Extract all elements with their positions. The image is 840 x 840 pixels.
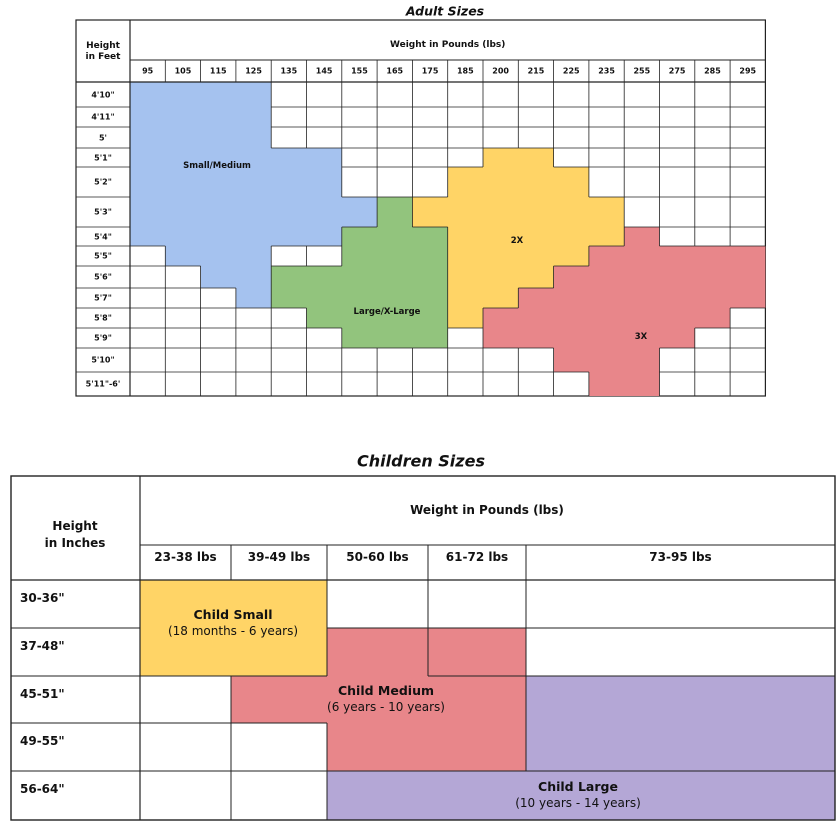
height-header-label: in Feet bbox=[85, 52, 121, 62]
height-row-label: 5'3" bbox=[94, 207, 112, 217]
height-header-label: in Inches bbox=[44, 536, 106, 550]
weight-column-label: 275 bbox=[668, 66, 686, 76]
height-row-label: 5'1" bbox=[94, 153, 112, 162]
height-row-label: 37-48" bbox=[20, 639, 65, 653]
zone-cell-L bbox=[341, 227, 448, 246]
zone-cell-S bbox=[130, 227, 342, 246]
child-medium-label: Child Medium (6 years - 10 years) bbox=[327, 682, 445, 716]
child-large-label: Child Large (10 years - 14 years) bbox=[515, 778, 641, 812]
zone-cell-X bbox=[412, 197, 625, 227]
weight-column-label: 285 bbox=[704, 66, 721, 76]
zone-age-range: (18 months - 6 years) bbox=[167, 624, 299, 638]
zone-cell-X bbox=[447, 246, 589, 266]
zone-cell-T bbox=[588, 372, 660, 396]
height-row-label: 5'5" bbox=[94, 251, 112, 261]
weight-column-label: 39-49 lbs bbox=[247, 550, 311, 564]
zone-cell-T bbox=[553, 348, 660, 372]
zone-cell-T bbox=[624, 227, 660, 246]
zone-cell-T bbox=[588, 246, 766, 266]
zone-cell-X bbox=[447, 167, 589, 197]
weight-column-label: 125 bbox=[245, 66, 262, 76]
zone-cell-T bbox=[483, 328, 695, 348]
height-row-label: 4'10" bbox=[91, 90, 115, 99]
height-row-label: 5'6" bbox=[94, 272, 112, 282]
zone-cell-T bbox=[483, 308, 731, 328]
weight-column-label: 200 bbox=[492, 66, 509, 76]
zone-cell-T bbox=[553, 266, 766, 288]
height-row-label: 49-55" bbox=[20, 734, 65, 748]
weight-column-label: 73-95 lbs bbox=[649, 550, 712, 564]
weight-column-label: 50-60 lbs bbox=[346, 550, 409, 564]
weight-column-label: 23-38 lbs bbox=[154, 550, 217, 564]
weight-column-label: 105 bbox=[174, 66, 192, 76]
children-sizes-title: Children Sizes bbox=[357, 451, 485, 471]
zone-name: Child Small bbox=[193, 607, 273, 622]
adult-sizes-title: Adult Sizes bbox=[405, 3, 485, 19]
zone-cell-X bbox=[447, 266, 554, 288]
height-row-label: 5'10" bbox=[91, 355, 115, 365]
zone-name: Child Large bbox=[538, 779, 618, 794]
weight-column-label: 145 bbox=[315, 66, 333, 76]
zone-age-range: (10 years - 14 years) bbox=[515, 796, 641, 810]
weight-column-label: 155 bbox=[351, 66, 368, 76]
weight-column-label: 235 bbox=[598, 66, 615, 76]
weight-column-label: 61-72 lbs bbox=[445, 550, 509, 564]
zone-cell-X bbox=[447, 308, 483, 328]
weight-column-label: 175 bbox=[421, 66, 439, 76]
zone-cell-X bbox=[447, 288, 519, 308]
weight-column-label: 225 bbox=[562, 66, 580, 76]
zone-label-large-xlarge: Large/X-Large bbox=[353, 307, 421, 317]
height-row-label: 5'8" bbox=[94, 313, 112, 323]
zone-cell-S bbox=[130, 127, 272, 148]
zone-cell-S bbox=[130, 148, 342, 167]
height-row-label: 5'2" bbox=[94, 177, 112, 187]
zone-cell-L bbox=[341, 246, 448, 266]
zone-cell-S bbox=[165, 246, 272, 266]
height-header-label: Height bbox=[52, 519, 98, 533]
child-small-label: Child Small (18 months - 6 years) bbox=[168, 606, 298, 640]
zone-cell-T bbox=[518, 288, 766, 308]
weight-column-label: 95 bbox=[142, 66, 154, 76]
height-row-label: 5'9" bbox=[94, 333, 112, 343]
zone-cell-S bbox=[130, 107, 272, 127]
zone-label-3x: 3X bbox=[634, 332, 648, 342]
height-row-label: 30-36" bbox=[20, 591, 65, 605]
zone-label-small-medium: Small/Medium bbox=[183, 161, 251, 171]
height-header-label: Height bbox=[86, 41, 120, 51]
weight-header-label: Weight in Pounds (lbs) bbox=[390, 40, 506, 50]
height-row-label: 5'11"-6' bbox=[85, 379, 121, 389]
height-row-label: 5' bbox=[98, 133, 108, 142]
weight-column-label: 215 bbox=[527, 66, 545, 76]
zone-cell-S bbox=[130, 167, 342, 197]
height-row-label: 5'4" bbox=[94, 232, 112, 241]
height-row-label: 5'7" bbox=[94, 293, 112, 303]
zone-cell-L bbox=[306, 308, 448, 328]
weight-column-label: 295 bbox=[739, 66, 757, 76]
zone-cell-S bbox=[200, 266, 272, 288]
weight-column-label: 255 bbox=[633, 66, 651, 76]
zone-cell-X bbox=[483, 148, 554, 167]
zone-cell-S bbox=[235, 288, 272, 308]
weight-column-label: 165 bbox=[386, 66, 404, 76]
weight-column-label: 135 bbox=[280, 66, 298, 76]
height-row-label: 45-51" bbox=[20, 687, 65, 701]
zone-cell-S bbox=[130, 197, 378, 227]
zone-cell-S bbox=[130, 82, 272, 107]
zone-cell-L bbox=[271, 288, 448, 308]
zone-label-2x: 2X bbox=[510, 236, 524, 246]
height-row-label: 4'11" bbox=[91, 112, 115, 122]
zone-cell-X bbox=[447, 227, 625, 246]
weight-column-label: 185 bbox=[456, 66, 474, 76]
weight-header-label: Weight in Pounds (lbs) bbox=[410, 503, 564, 517]
zone-age-range: (6 years - 10 years) bbox=[327, 700, 445, 714]
zone-cell-L bbox=[341, 328, 448, 348]
zone-cell-L bbox=[377, 197, 413, 227]
zone-name: Child Medium bbox=[337, 683, 434, 698]
zone-cell-L bbox=[271, 266, 448, 288]
height-row-label: 56-64" bbox=[20, 782, 65, 796]
weight-column-label: 115 bbox=[209, 66, 227, 76]
